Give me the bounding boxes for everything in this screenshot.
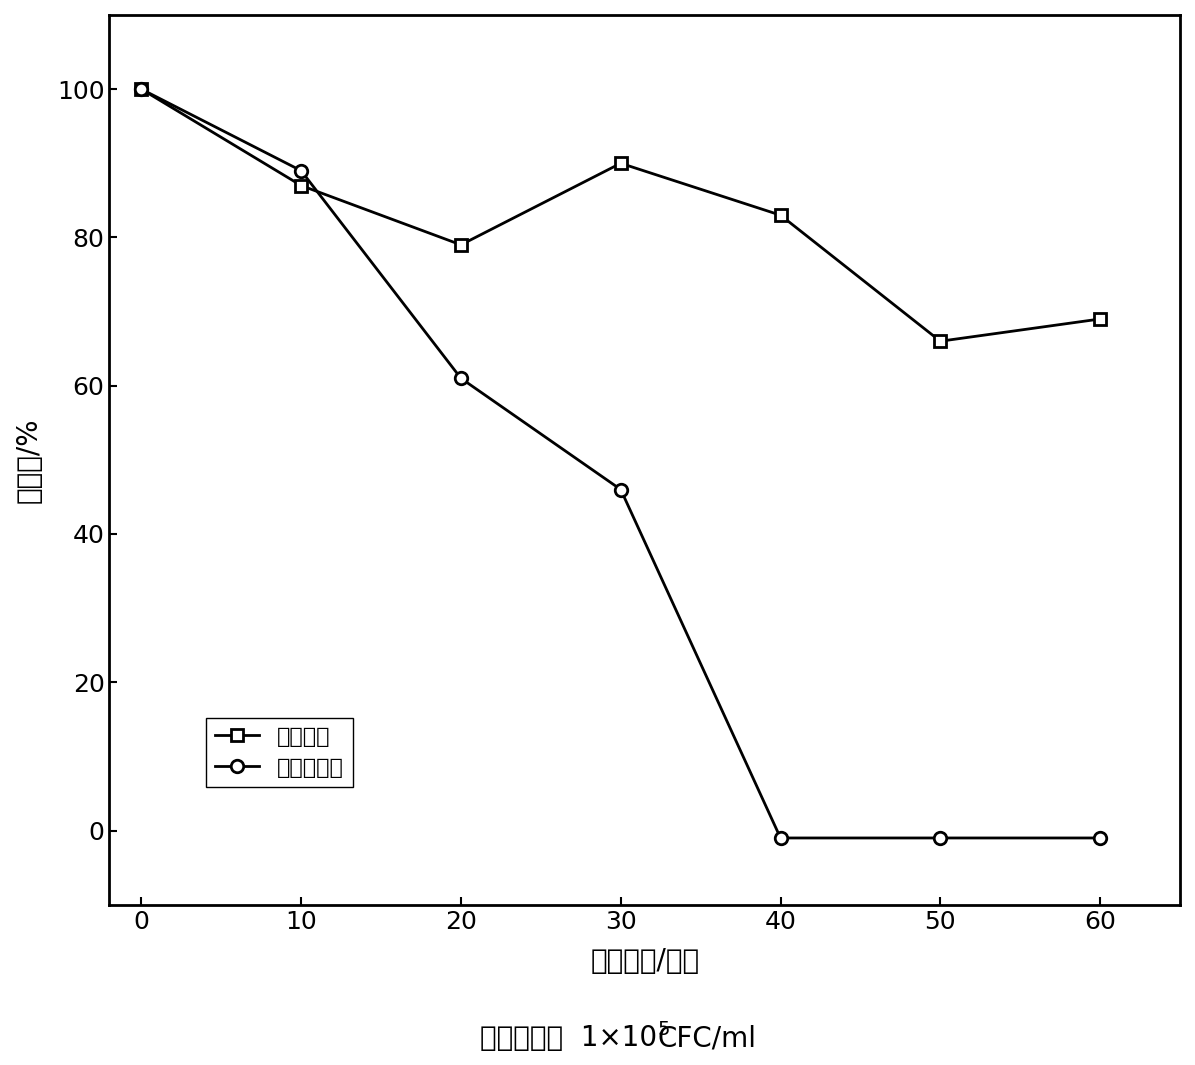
普通玻璃 [134,83,148,96]
Legend: 普通玻璃, 自洁净玻璃: 普通玻璃, 自洁净玻璃 [206,718,353,787]
X-axis label: 光照时间/分钟: 光照时间/分钟 [590,948,699,976]
普通玻璃 [294,179,308,192]
Y-axis label: 存活率/%: 存活率/% [16,417,43,503]
自洁净玻璃 [1093,832,1108,845]
Line: 普通玻璃: 普通玻璃 [135,83,1107,347]
Text: 5: 5 [657,1020,669,1039]
普通玻璃 [454,239,468,251]
Text: CFC/ml: CFC/ml [657,1025,756,1052]
普通玻璃 [1093,313,1108,326]
自洁净玻璃 [454,372,468,384]
自洁净玻璃 [933,832,948,845]
自洁净玻璃 [613,484,627,496]
普通玻璃 [613,157,627,169]
Text: 细菌浓度：  1×10: 细菌浓度： 1×10 [480,1025,657,1052]
普通玻璃 [933,334,948,347]
自洁净玻璃 [773,832,788,845]
普通玻璃 [773,209,788,222]
Line: 自洁净玻璃: 自洁净玻璃 [135,83,1107,845]
自洁净玻璃 [134,83,148,96]
自洁净玻璃 [294,164,308,177]
